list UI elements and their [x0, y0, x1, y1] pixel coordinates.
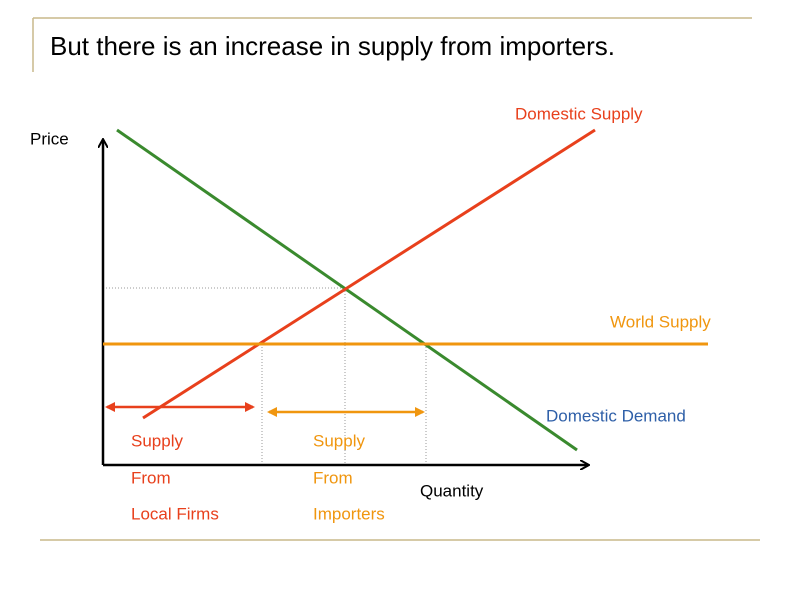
- supply-curve: [142, 128, 596, 420]
- title: But there is an increase in supply from …: [50, 31, 615, 61]
- annotation: Importers: [313, 504, 385, 523]
- curve-label: World Supply: [610, 312, 711, 331]
- annotation: Local Firms: [131, 504, 219, 523]
- annotation: From: [313, 468, 353, 487]
- y-label: Price: [30, 129, 69, 148]
- demand-curve: [116, 128, 578, 452]
- x-label: Quantity: [420, 481, 484, 500]
- annotation: From: [131, 468, 171, 487]
- annotation: Supply: [313, 431, 365, 450]
- curve-label: Domestic Demand: [546, 406, 686, 425]
- curve-label: Domestic Supply: [515, 104, 643, 123]
- annotation: Supply: [131, 431, 183, 450]
- guides: [103, 287, 427, 465]
